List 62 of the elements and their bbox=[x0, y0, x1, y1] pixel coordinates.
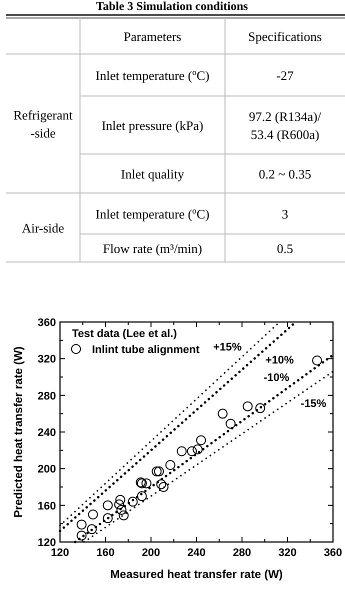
point bbox=[86, 524, 97, 534]
point bbox=[76, 520, 87, 530]
point bbox=[128, 496, 138, 507]
text: 0.5 bbox=[276, 241, 294, 256]
point bbox=[226, 418, 236, 429]
text: Air-side bbox=[22, 220, 64, 236]
point bbox=[88, 510, 98, 520]
point bbox=[165, 460, 176, 470]
y-tick-label: 280 bbox=[38, 390, 56, 402]
text: Inlet temperature ($^{o}$C) bbox=[96, 206, 210, 222]
point bbox=[136, 491, 147, 502]
series-label: +10% bbox=[265, 354, 294, 366]
point bbox=[156, 479, 166, 490]
y-tick-label: 320 bbox=[38, 354, 56, 366]
legend-title: Test data (Lee et al.) bbox=[72, 328, 178, 340]
point bbox=[114, 499, 124, 510]
point bbox=[312, 356, 322, 366]
y-tick-label: 160 bbox=[38, 500, 56, 512]
point bbox=[118, 510, 129, 520]
x-tick-label: 320 bbox=[278, 547, 297, 559]
x-tick-label: 240 bbox=[187, 547, 206, 559]
text: Inlet quality bbox=[120, 166, 185, 182]
y-tick-label: 120 bbox=[38, 537, 56, 549]
text: Inlet pressure (kPa) bbox=[102, 118, 204, 133]
point bbox=[76, 530, 87, 541]
text: Flow rate (m³/min) bbox=[102, 241, 202, 256]
y-tick-label: 240 bbox=[38, 427, 56, 439]
y-axis-title: Predicted heat transfer rate (W) bbox=[13, 346, 25, 518]
text: Parameters bbox=[124, 29, 182, 44]
x-axis-title: Measured heat transfer rate (W) bbox=[110, 569, 283, 581]
text: 97.2 (R134a)/ 53.4 (R600a) bbox=[248, 109, 322, 142]
text: Inlet temperature ($^{o}$C) bbox=[96, 67, 210, 83]
series-label: +15% bbox=[213, 342, 242, 354]
text: Refrigerant -side bbox=[13, 108, 73, 140]
legend-label: Inlint tube alignment bbox=[92, 344, 200, 356]
series-label: -15% bbox=[300, 398, 327, 410]
series-label: -10% bbox=[264, 372, 290, 384]
text: Specifications bbox=[248, 29, 322, 44]
y-tick-label: 200 bbox=[38, 464, 56, 476]
point bbox=[102, 513, 113, 524]
point bbox=[115, 494, 126, 505]
x-tick-label: 200 bbox=[142, 547, 160, 559]
x-tick-label: 280 bbox=[232, 547, 252, 559]
point bbox=[255, 403, 266, 414]
x-tick-label: 160 bbox=[96, 547, 115, 559]
x-tick-label: 120 bbox=[50, 547, 70, 559]
point bbox=[141, 478, 152, 488]
text: -27 bbox=[276, 68, 294, 83]
point bbox=[102, 500, 113, 510]
point bbox=[218, 408, 228, 419]
point bbox=[176, 446, 187, 456]
x-tick-label: 360 bbox=[324, 547, 342, 559]
point bbox=[158, 482, 169, 492]
point bbox=[192, 444, 203, 454]
point bbox=[242, 401, 253, 412]
caption: Table 3 Simulation conditions bbox=[96, 0, 248, 13]
text: 3 bbox=[282, 206, 288, 222]
y-tick-label: 360 bbox=[38, 317, 56, 329]
text: 0.2 ~ 0.35 bbox=[258, 166, 312, 182]
point bbox=[196, 435, 206, 446]
point bbox=[186, 446, 197, 456]
point bbox=[116, 504, 126, 515]
